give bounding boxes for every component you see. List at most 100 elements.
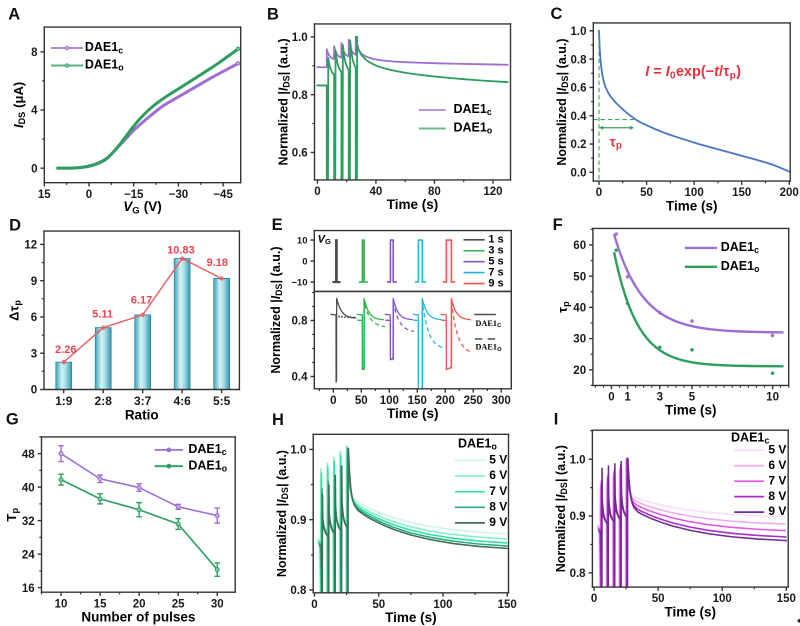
svg-text:150: 150 (777, 593, 796, 605)
svg-text:4: 4 (31, 105, 38, 117)
svg-text:D A E 1: D A E 1 o (458, 434, 497, 451)
svg-text:0: 0 (314, 186, 320, 198)
svg-text:120: 120 (483, 186, 502, 198)
svg-text:0.8: 0.8 (292, 316, 309, 328)
svg-text:−10: −10 (291, 277, 307, 288)
svg-text:60: 60 (573, 240, 586, 252)
svg-text:D A E 1: D A E 1 C (475, 313, 501, 330)
svg-text:10.83: 10.83 (167, 244, 195, 256)
svg-text:40: 40 (370, 186, 383, 198)
svg-text:6 V: 6 V (768, 458, 786, 472)
svg-text:D A E 1: D A E 1 c (188, 440, 226, 457)
svg-text:N o r m: N o r m a l i z e d | | ( a . u . ) I D … (552, 441, 571, 573)
svg-text:Number of pulses: Number of pulses (81, 610, 195, 625)
svg-text:1.0: 1.0 (290, 445, 306, 457)
svg-text:Time (s): Time (s) (665, 403, 717, 418)
svg-text:0: 0 (596, 187, 602, 199)
svg-text:0.6: 0.6 (292, 148, 308, 160)
svg-text:0: 0 (608, 392, 614, 404)
svg-text:50: 50 (573, 271, 586, 283)
svg-text:D A E 1: D A E 1 c (85, 38, 123, 55)
svg-text:D A E 1: D A E 1 o (721, 257, 760, 274)
svg-text:0: 0 (330, 395, 336, 407)
svg-text:6: 6 (31, 312, 37, 324)
svg-text:0.8: 0.8 (292, 90, 309, 102)
svg-text:3 s: 3 s (488, 245, 503, 257)
svg-text:D A E 1: D A E 1 c (731, 428, 769, 445)
svg-text:5: 5 (689, 392, 696, 404)
svg-text:100: 100 (380, 395, 399, 407)
svg-text:300: 300 (492, 395, 511, 407)
svg-text:2.26: 2.26 (55, 344, 76, 356)
svg-text:30: 30 (573, 334, 586, 346)
svg-text:7 V: 7 V (489, 484, 507, 498)
svg-text:D A E 1: D A E 1 O (475, 337, 502, 354)
svg-text:8: 8 (31, 47, 38, 59)
svg-text:0.8: 0.8 (571, 54, 588, 66)
svg-text:24: 24 (22, 549, 35, 561)
svg-text:Time (s): Time (s) (387, 197, 439, 212)
svg-text:0.2: 0.2 (571, 139, 587, 151)
svg-text:T p: T p (3, 508, 20, 522)
svg-text:6 V: 6 V (489, 468, 507, 482)
svg-text:0: 0 (591, 593, 597, 605)
svg-text:50: 50 (372, 599, 385, 611)
svg-text:9: 9 (31, 276, 37, 288)
svg-text:0.9: 0.9 (570, 511, 586, 523)
svg-text:0: 0 (31, 163, 37, 175)
svg-text:H: H (272, 411, 284, 429)
svg-text:0.9: 0.9 (290, 515, 306, 527)
svg-text:0.0: 0.0 (571, 167, 587, 179)
svg-text:100: 100 (685, 187, 704, 199)
svg-text:B: B (267, 6, 279, 24)
svg-text:D A E 1: D A E 1 c (721, 238, 759, 255)
svg-text:V G: V G (318, 229, 331, 246)
svg-text:0: 0 (86, 189, 92, 201)
svg-text:D A E 1: D A E 1 c (453, 100, 491, 117)
svg-text:τ p: τ p (609, 134, 621, 152)
svg-text:12: 12 (24, 240, 37, 252)
svg-text:1:9: 1:9 (55, 394, 73, 408)
svg-text:9 V: 9 V (768, 504, 786, 518)
svg-text:150: 150 (408, 395, 427, 407)
svg-text:5 V: 5 V (768, 442, 786, 456)
svg-text:3: 3 (31, 348, 37, 360)
svg-text:I D S: I D S ( μ A ) (10, 82, 29, 128)
svg-text:N o r m: N o r m a l i z e d | | ( a . u . ) I D … (274, 34, 293, 166)
svg-text:D A E 1: D A E 1 o (85, 56, 124, 73)
svg-text:Ratio: Ratio (125, 407, 159, 422)
svg-text:16: 16 (22, 583, 35, 595)
svg-text:50: 50 (355, 395, 368, 407)
svg-text:I I t: I I t = e x p ( − / τ ) 0 p (645, 63, 745, 82)
svg-text:200: 200 (436, 395, 455, 407)
svg-text:1 s: 1 s (488, 234, 503, 246)
svg-text:10: 10 (766, 392, 779, 404)
svg-text:D A E 1: D A E 1 o (188, 456, 227, 473)
svg-text:D A E 1: D A E 1 o (453, 119, 492, 136)
svg-text:5.11: 5.11 (92, 309, 113, 321)
svg-text:N o r m: N o r m a l i z e d | | ( a . u . ) I D … (273, 446, 292, 578)
svg-text:0: 0 (31, 385, 37, 397)
svg-text:80: 80 (428, 186, 441, 198)
svg-text:30: 30 (211, 598, 224, 610)
svg-text:Δ τ p: Δ τ p (5, 300, 22, 321)
svg-text:−30: −30 (169, 189, 189, 201)
svg-text:F: F (553, 216, 563, 234)
svg-text:20: 20 (573, 365, 586, 377)
svg-text:15: 15 (94, 598, 107, 610)
svg-text:N o r m a: N o r m a l i z e d | | ( a . u . ) I D … (267, 242, 286, 374)
svg-text:1.0: 1.0 (570, 454, 586, 466)
svg-text:5 s: 5 s (488, 256, 503, 268)
svg-text:0.4: 0.4 (571, 111, 588, 123)
svg-text:τ p: τ p (554, 301, 571, 313)
svg-text:8 V: 8 V (768, 489, 786, 503)
svg-text:Time (s): Time (s) (385, 610, 437, 625)
svg-text:32: 32 (22, 516, 35, 528)
svg-text:N o r m: N o r m a l i z e d | | ( a . u . ) I D … (553, 34, 572, 166)
svg-text:100: 100 (713, 593, 732, 605)
svg-text:9 V: 9 V (489, 515, 507, 529)
svg-text:0.8: 0.8 (290, 585, 307, 597)
svg-text:9.18: 9.18 (207, 257, 228, 269)
svg-text:V G (: V G ( V ) (123, 198, 161, 217)
svg-text:0.8: 0.8 (570, 568, 587, 580)
